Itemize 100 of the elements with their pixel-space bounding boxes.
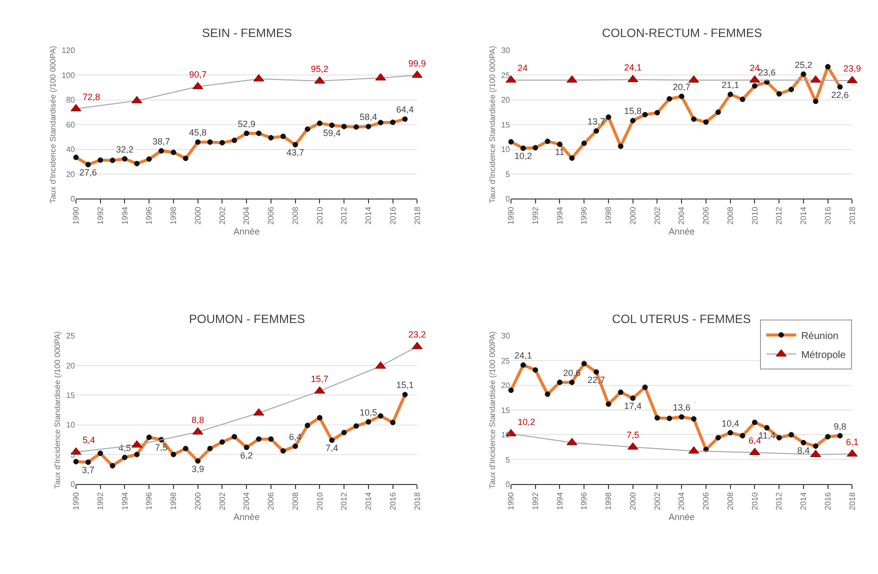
y-tick-label: 20	[501, 96, 511, 105]
data-label: 24	[750, 63, 760, 74]
data-label: 3,7	[82, 465, 94, 476]
x-axis-title: Année	[668, 512, 695, 522]
y-tick-label: 25	[501, 356, 511, 366]
x-axis-title: Année	[234, 512, 260, 522]
x-tick-label: 2016	[823, 206, 832, 225]
y-tick-label: 25	[501, 70, 511, 80]
data-label: 21,1	[722, 80, 740, 90]
x-tick-label: 2018	[412, 206, 422, 225]
x-tick-label: 2002	[218, 492, 227, 510]
x-tick-label: 2002	[652, 492, 662, 510]
data-label: 15,1	[396, 380, 414, 390]
data-label: 20,7	[672, 82, 690, 92]
y-tick-label: 30	[501, 46, 511, 56]
data-label: 27,6	[79, 167, 97, 178]
x-tick-label: 1994	[120, 492, 130, 510]
x-tick-label: 2016	[388, 206, 398, 225]
x-tick-label: 1998	[604, 206, 614, 225]
x-tick-label: 2012	[774, 492, 784, 510]
x-tick-label: 2018	[412, 492, 422, 510]
x-tick-label: 2006	[266, 206, 276, 225]
data-label: 11	[555, 147, 564, 158]
x-axis-title: Année	[234, 226, 260, 236]
data-label: 90,7	[189, 70, 207, 80]
x-tick-label: 1998	[169, 492, 178, 510]
data-label: 32,2	[116, 144, 134, 155]
y-tick-label: 80	[66, 96, 76, 105]
x-tick-label: 2006	[702, 206, 711, 225]
x-tick-label: 2006	[266, 492, 276, 510]
x-tick-label: 2014	[364, 492, 374, 510]
data-label: 23,2	[408, 330, 426, 340]
y-tick-label: 120	[62, 46, 76, 56]
data-label: 25,2	[794, 60, 812, 70]
x-tick-label: 2010	[315, 206, 324, 225]
x-tick-label: 1998	[604, 492, 614, 510]
data-label: 24	[518, 63, 528, 74]
x-tick-label: 1990	[72, 206, 81, 225]
data-label: 8,4	[797, 446, 810, 456]
y-tick-label: 0	[70, 194, 76, 204]
x-tick-label: 2012	[340, 492, 349, 510]
y-tick-label: 25	[66, 332, 76, 341]
data-label: 99,9	[408, 58, 426, 68]
x-tick-label: 2002	[652, 206, 662, 225]
x-tick-label: 1992	[530, 206, 540, 225]
x-axis-title: Année	[668, 226, 695, 236]
data-label: 10,2	[514, 151, 532, 162]
x-tick-label: 2008	[726, 206, 735, 225]
x-tick-label: 2006	[702, 492, 711, 510]
data-label: 7,5	[155, 442, 168, 453]
y-tick-label: 10	[66, 420, 76, 430]
data-label: 58,4	[360, 112, 378, 122]
x-tick-label: 1996	[580, 206, 589, 225]
data-label: 7,5	[626, 430, 640, 440]
x-tick-label: 2018	[848, 206, 857, 225]
y-tick-label: 15	[501, 406, 511, 415]
y-tick-label: 15	[66, 391, 76, 400]
y-tick-label: 40	[66, 145, 76, 154]
y-tick-label: 10	[501, 145, 511, 154]
x-tick-label: 1996	[144, 206, 154, 225]
data-label: 64,4	[396, 104, 414, 115]
data-label: 10,5	[360, 408, 378, 418]
data-label: 15,8	[624, 106, 642, 116]
data-label: 52,9	[238, 118, 256, 129]
y-tick-label: 20	[501, 381, 511, 390]
x-tick-label: 1994	[555, 492, 564, 510]
y-tick-label: 5	[506, 170, 511, 179]
data-label: 59,4	[323, 128, 341, 138]
data-label: 6,2	[240, 450, 253, 460]
y-tick-label: 15	[501, 120, 511, 130]
x-tick-label: 2014	[364, 206, 374, 225]
y-tick-label: 100	[62, 70, 76, 80]
data-label: 10,4	[722, 418, 740, 428]
data-label: 95,2	[310, 64, 328, 74]
data-label: 5,4	[82, 435, 96, 446]
y-tick-label: 5	[506, 455, 511, 464]
y-axis-title: Taux d'Incidence Standardisée (/100 000PA)	[488, 45, 497, 204]
data-label: 43,7	[286, 148, 304, 158]
x-tick-label: 1996	[144, 492, 154, 510]
x-tick-label: 2000	[193, 492, 202, 510]
data-label: 22,6	[831, 90, 849, 100]
chart-title: COLON-RECTUM - FEMMES	[602, 26, 762, 40]
x-tick-label: 1992	[96, 492, 105, 510]
data-label: 10,2	[518, 416, 536, 427]
x-tick-label: 2008	[726, 492, 735, 510]
x-tick-label: 2004	[677, 492, 686, 510]
data-label: 9,8	[834, 421, 846, 432]
x-tick-label: 2018	[848, 492, 857, 510]
data-label: 24,1	[514, 350, 532, 361]
x-tick-label: 1990	[506, 492, 516, 510]
x-tick-label: 1998	[169, 206, 178, 225]
x-tick-label: 1992	[96, 206, 105, 225]
x-tick-label: 2012	[340, 206, 349, 225]
x-tick-label: 2004	[242, 206, 252, 225]
y-tick-label: 30	[501, 332, 511, 341]
y-tick-label: 60	[66, 120, 76, 130]
chart-title: SEIN - FEMMES	[202, 26, 292, 40]
legend-label: Métropole	[801, 350, 846, 361]
data-label: 6,1	[846, 437, 858, 448]
x-tick-label: 1990	[72, 492, 81, 510]
